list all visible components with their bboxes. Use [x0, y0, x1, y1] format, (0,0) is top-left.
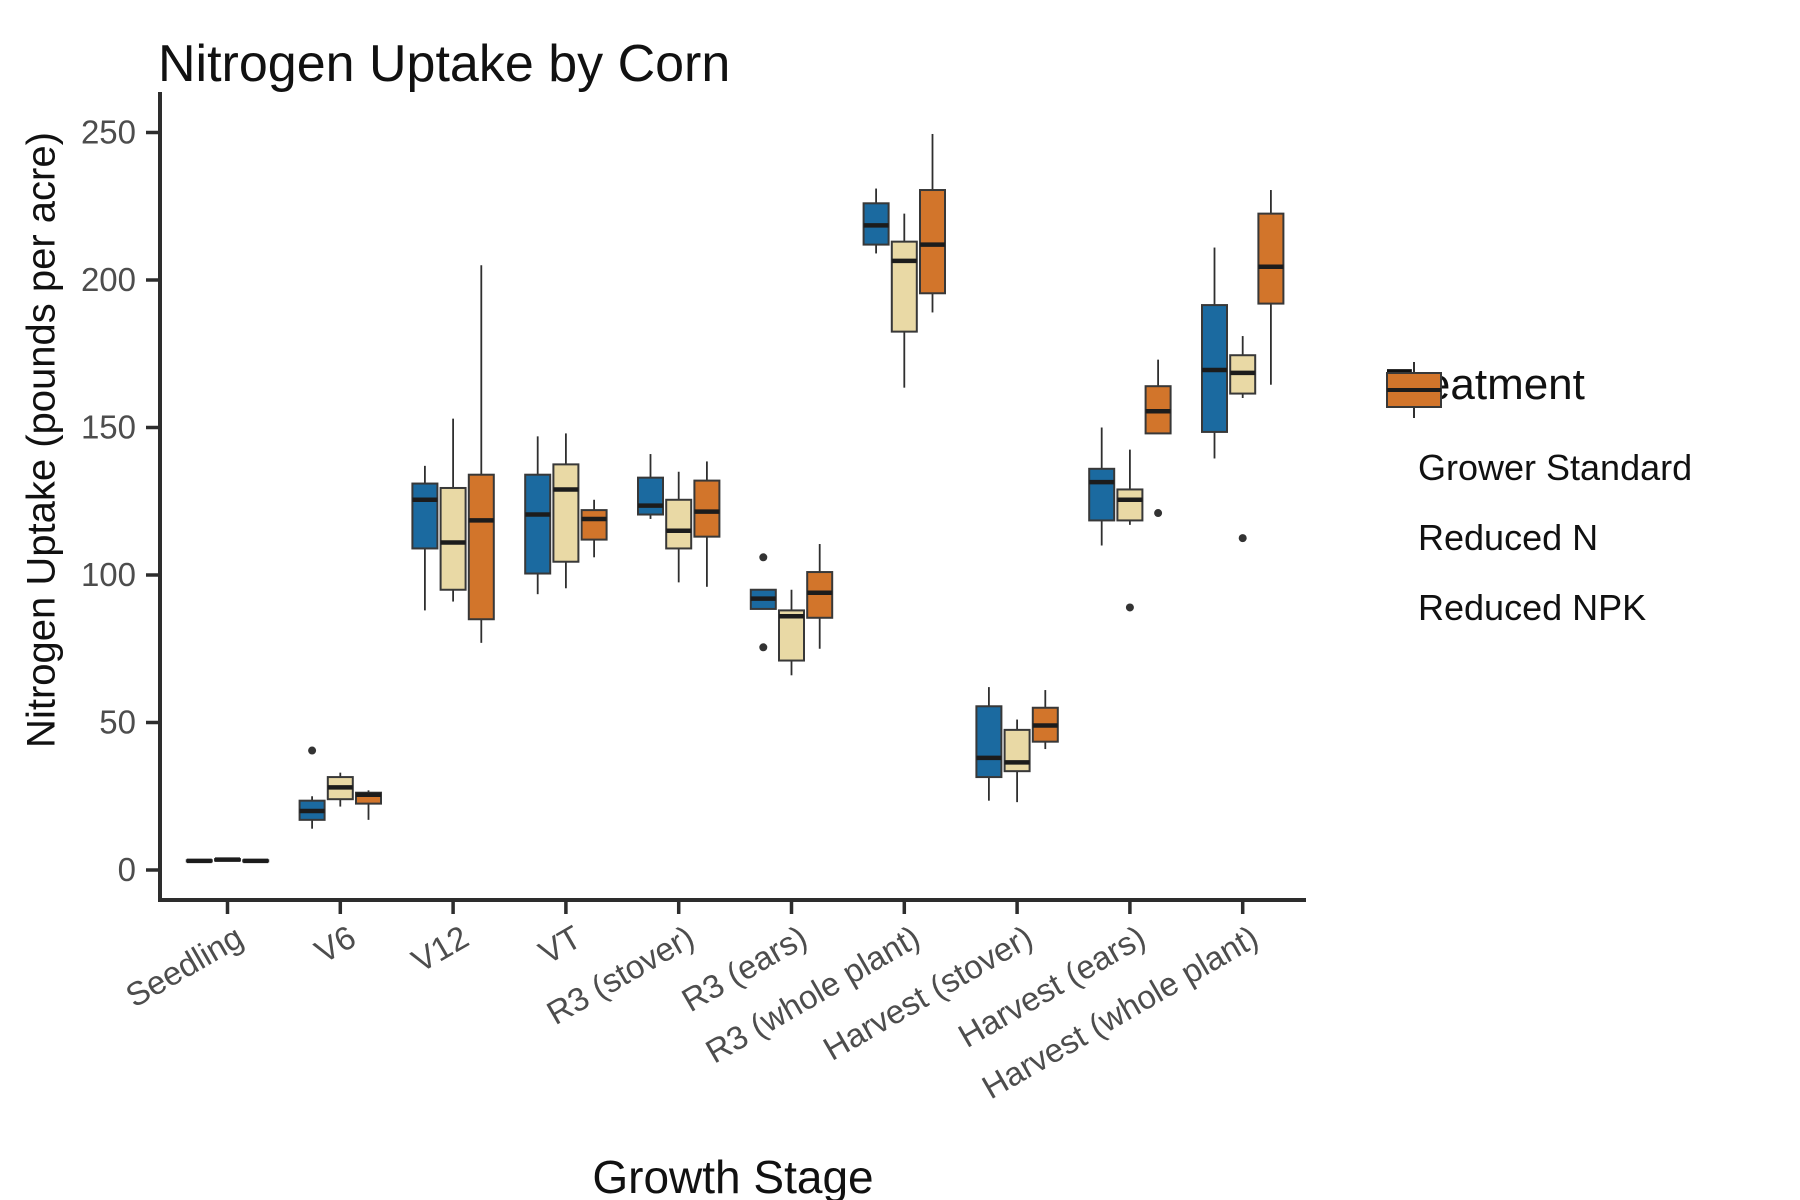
box-harvest-whole-plant-reduced-npk	[1257, 212, 1285, 305]
outlier-harvest-ears-reduced-n	[1125, 603, 1134, 612]
legend: Treatment Grower Standard Reduced N	[1386, 360, 1692, 648]
box-vt-reduced-npk	[580, 509, 608, 541]
box-r3-stover-grower-standard	[637, 476, 664, 516]
legend-label: Grower Standard	[1418, 447, 1693, 488]
x-tick-label-v12: V12	[405, 918, 474, 979]
box-r3-stover-reduced-n	[665, 498, 693, 550]
y-tick-label: 0	[118, 851, 136, 888]
x-axis-title: Growth Stage	[592, 1151, 874, 1200]
box-harvest-ears-reduced-n	[1116, 488, 1144, 522]
y-tick-label: 150	[81, 409, 136, 446]
outlier-v6-grower-standard	[308, 746, 317, 755]
legend-label: Reduced NPK	[1418, 587, 1647, 628]
y-tick-label: 200	[81, 261, 136, 298]
legend-entry-reduced-npk: Reduced NPK	[1386, 362, 1692, 638]
x-tick-label-v6: V6	[308, 918, 361, 970]
box-harvest-stover-grower-standard	[975, 705, 1003, 779]
outlier-r3-ears-grower-standard	[759, 553, 768, 562]
y-tick-label: 100	[81, 556, 136, 593]
y-tick-label: 250	[81, 114, 136, 151]
box-vt-reduced-n	[552, 463, 580, 563]
box-r3-ears-reduced-n	[778, 609, 805, 662]
box-harvest-stover-reduced-n	[1003, 728, 1031, 773]
box-vt-grower-standard	[524, 473, 552, 575]
box-harvest-ears-grower-standard	[1088, 467, 1116, 522]
chart-title: Nitrogen Uptake by Corn	[158, 35, 731, 93]
outlier-harvest-ears-reduced-npk	[1154, 509, 1163, 518]
box-r3-whole-plant-reduced-n	[890, 240, 918, 333]
box-v12-grower-standard	[411, 482, 439, 550]
legend-entry-grower-standard: Grower Standard	[1386, 362, 1693, 498]
x-tick-label-seedling: Seedling	[119, 918, 249, 1014]
box-r3-whole-plant-reduced-npk	[919, 189, 946, 295]
x-tick-label-vt: VT	[532, 918, 587, 971]
box-v12-reduced-n	[439, 486, 467, 591]
boxplot-key-icon	[1386, 362, 1442, 418]
box-v12-reduced-npk	[467, 473, 495, 621]
legend-label: Reduced N	[1418, 517, 1599, 558]
outlier-harvest-whole-plant-reduced-n	[1238, 534, 1247, 543]
outlier-r3-ears-grower-standard	[759, 643, 768, 652]
y-axis-title: Nitrogen Uptake (pounds per acre)	[19, 132, 64, 748]
legend-entry-reduced-n: Reduced N	[1386, 362, 1692, 568]
y-tick-label: 50	[99, 704, 136, 741]
box-r3-stover-reduced-npk	[693, 479, 721, 538]
